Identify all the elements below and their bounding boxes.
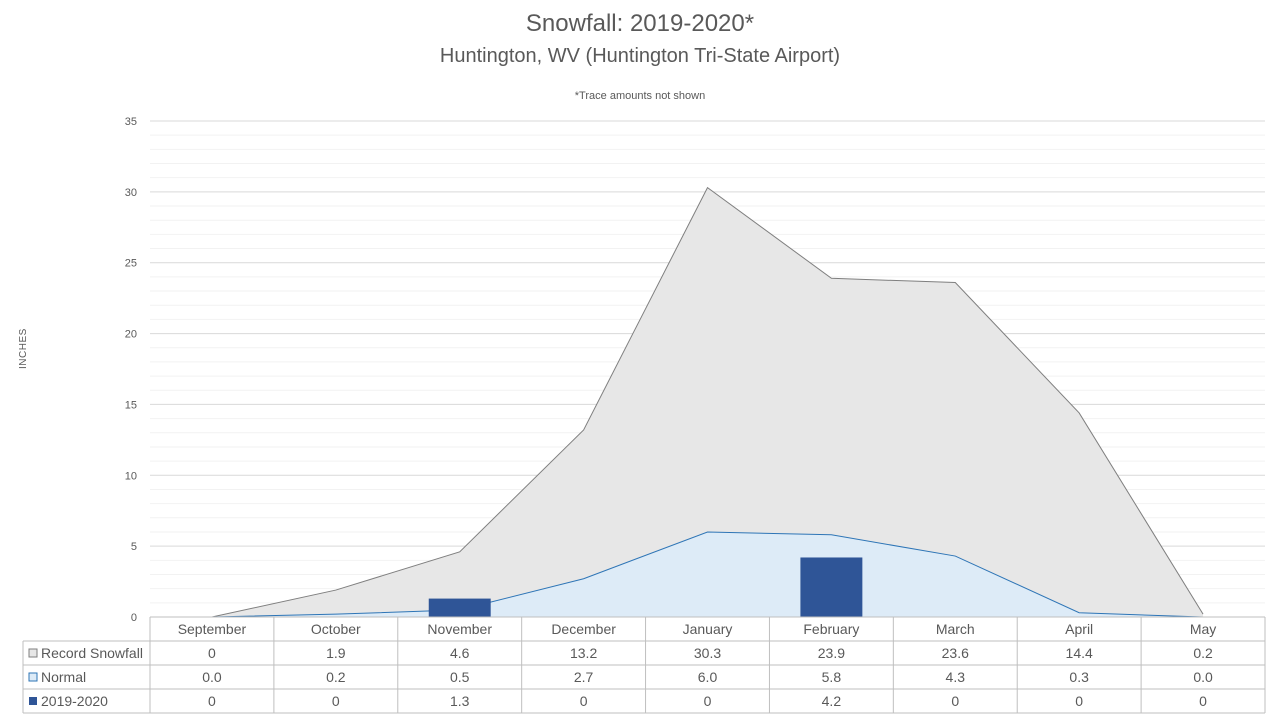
x-category-label: February bbox=[803, 621, 859, 637]
y-tick-label: 25 bbox=[125, 258, 137, 270]
legend-key bbox=[29, 697, 37, 705]
y-tick-label: 10 bbox=[125, 470, 137, 482]
chart-note: *Trace amounts not shown bbox=[574, 90, 706, 102]
legend-key bbox=[28, 648, 38, 658]
data-label: 1.9 bbox=[326, 645, 346, 661]
data-label: 23.6 bbox=[942, 645, 969, 661]
area-fill-record-snowfall bbox=[211, 187, 1204, 617]
y-tick-label: 5 bbox=[131, 541, 137, 553]
y-tick-label: 20 bbox=[125, 329, 137, 341]
x-category-label: March bbox=[936, 621, 975, 637]
data-label: 0.3 bbox=[1069, 669, 1089, 685]
x-category-label: November bbox=[427, 621, 492, 637]
data-label: 2.7 bbox=[574, 669, 594, 685]
x-category-label: April bbox=[1065, 621, 1093, 637]
data-label: 0.0 bbox=[202, 669, 222, 685]
y-tick-label: 35 bbox=[125, 116, 137, 128]
data-label: 6.0 bbox=[698, 669, 718, 685]
data-label: 0 bbox=[1075, 693, 1083, 709]
data-label: 0.2 bbox=[1193, 645, 1213, 661]
x-category-label: December bbox=[551, 621, 616, 637]
data-label: 30.3 bbox=[694, 645, 721, 661]
data-label: 0.2 bbox=[326, 669, 346, 685]
data-label: 4.3 bbox=[946, 669, 966, 685]
data-label: 0 bbox=[580, 693, 588, 709]
area-line-record-snowfall bbox=[211, 186, 1204, 618]
area-line-normal bbox=[211, 531, 1204, 618]
data-label: 0 bbox=[208, 693, 216, 709]
legend-series-name: Record Snowfall bbox=[41, 645, 143, 661]
data-label: 5.8 bbox=[822, 669, 842, 685]
chart-title: Snowfall: 2019-2020* bbox=[525, 10, 755, 37]
data-label: 0 bbox=[1199, 693, 1207, 709]
legend-series-name: Normal bbox=[41, 669, 86, 685]
data-label: 4.2 bbox=[822, 693, 842, 709]
data-label: 0.0 bbox=[1193, 669, 1213, 685]
x-category-label: May bbox=[1190, 621, 1216, 637]
data-label: 1.3 bbox=[450, 693, 470, 709]
data-label: 0 bbox=[332, 693, 340, 709]
data-label: 14.4 bbox=[1066, 645, 1093, 661]
y-tick-label: 0 bbox=[131, 612, 137, 624]
data-label: 0 bbox=[704, 693, 712, 709]
data-label: 13.2 bbox=[570, 645, 597, 661]
data-label: 0.5 bbox=[450, 669, 470, 685]
data-label: 0 bbox=[951, 693, 959, 709]
bar-2019-2020 bbox=[428, 598, 491, 617]
legend-key bbox=[28, 672, 38, 682]
x-category-label: October bbox=[311, 621, 361, 637]
data-label: 0 bbox=[208, 645, 216, 661]
data-label: 23.9 bbox=[818, 645, 845, 661]
y-tick-label: 30 bbox=[125, 187, 137, 199]
y-tick-label: 15 bbox=[125, 399, 137, 411]
bar-2019-2020 bbox=[800, 557, 863, 617]
x-category-label: January bbox=[683, 621, 733, 637]
chart-subtitle: Huntington, WV (Huntington Tri-State Air… bbox=[439, 45, 841, 67]
x-category-label: September bbox=[178, 621, 247, 637]
area-fill-normal bbox=[211, 531, 1204, 617]
data-label: 4.6 bbox=[450, 645, 470, 661]
legend-series-name: 2019-2020 bbox=[41, 693, 108, 709]
